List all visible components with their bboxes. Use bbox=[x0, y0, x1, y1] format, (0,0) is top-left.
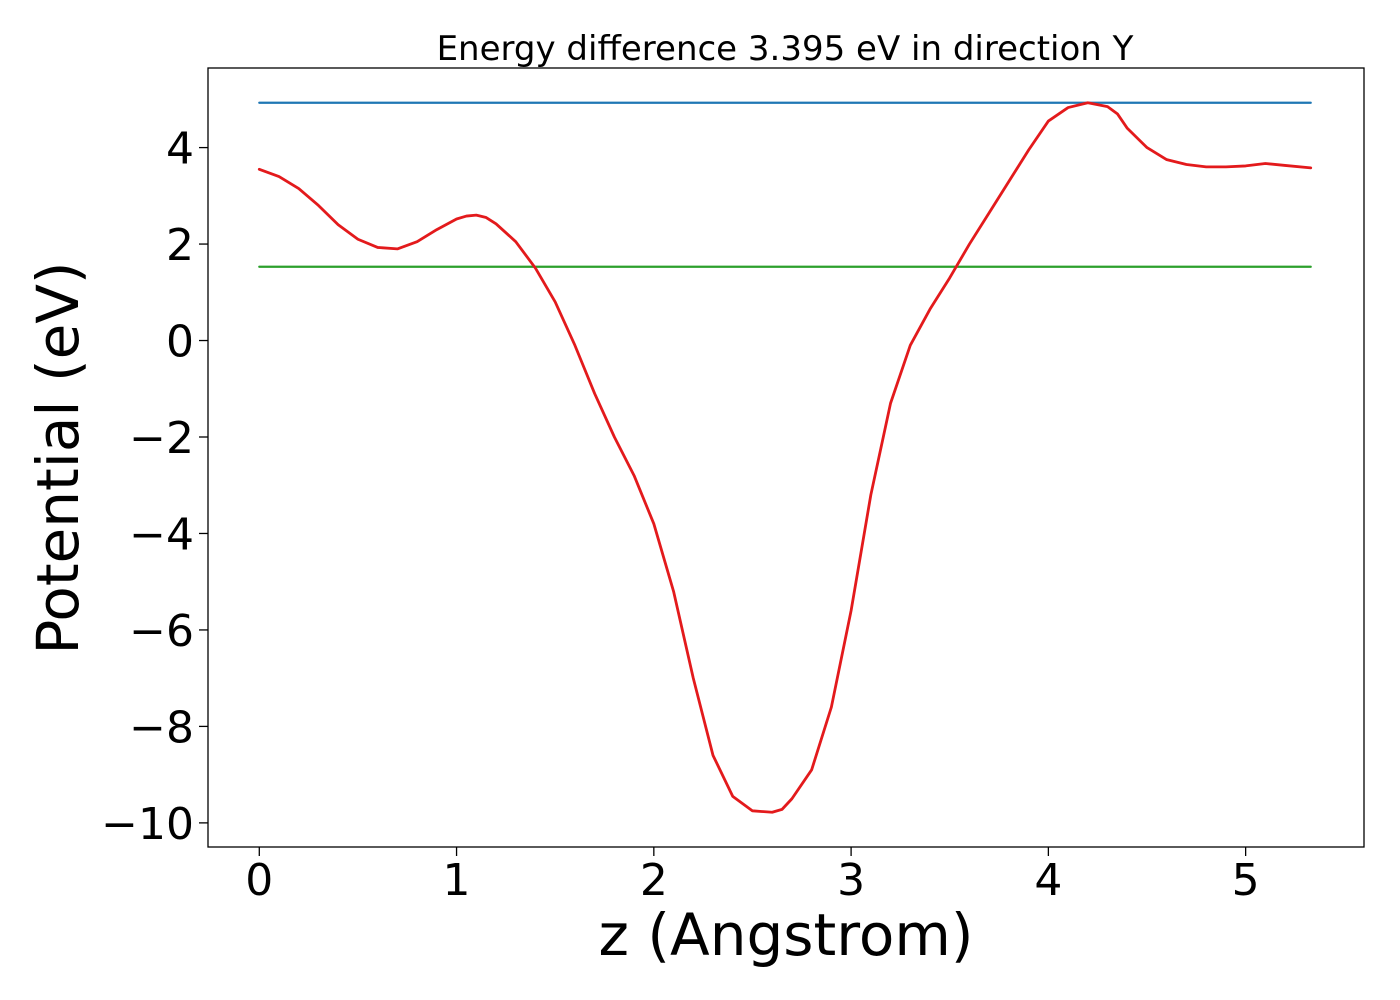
series-line-3 bbox=[257, 101, 1313, 814]
x-tick-label: 2 bbox=[640, 855, 668, 906]
y-axis: 4 2 0 −2 −4 −6 −8 −10 bbox=[101, 124, 208, 850]
x-tick-label: 0 bbox=[245, 855, 273, 906]
x-axis: 0 1 2 3 4 5 bbox=[245, 847, 1260, 906]
y-tick-label: 0 bbox=[166, 317, 194, 368]
y-tick-label: −2 bbox=[129, 413, 194, 464]
y-axis-label: Potential (eV) bbox=[24, 261, 92, 654]
series-layer bbox=[257, 101, 1313, 814]
y-tick-label: −6 bbox=[129, 606, 194, 657]
x-tick-label: 4 bbox=[1034, 855, 1062, 906]
plot-area bbox=[208, 68, 1364, 847]
chart-title: Energy difference 3.395 eV in direction … bbox=[437, 29, 1134, 69]
y-tick-label: −8 bbox=[129, 702, 194, 753]
y-tick-label: 4 bbox=[166, 124, 194, 175]
x-axis-label: z (Angstrom) bbox=[599, 901, 974, 969]
y-tick-label: −10 bbox=[101, 799, 194, 850]
plot-frame bbox=[207, 67, 1365, 848]
y-tick-label: −4 bbox=[129, 509, 194, 560]
x-tick-label: 3 bbox=[837, 855, 865, 906]
y-tick-label: 2 bbox=[166, 220, 194, 271]
x-tick-label: 5 bbox=[1232, 855, 1260, 906]
x-tick-label: 1 bbox=[443, 855, 471, 906]
